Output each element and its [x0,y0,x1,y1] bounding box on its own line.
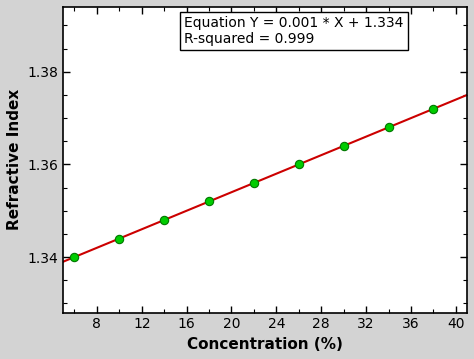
Y-axis label: Refractive Index: Refractive Index [7,89,22,230]
Text: Equation Y = 0.001 * X + 1.334
R-squared = 0.999: Equation Y = 0.001 * X + 1.334 R-squared… [184,16,404,46]
X-axis label: Concentration (%): Concentration (%) [187,337,343,352]
